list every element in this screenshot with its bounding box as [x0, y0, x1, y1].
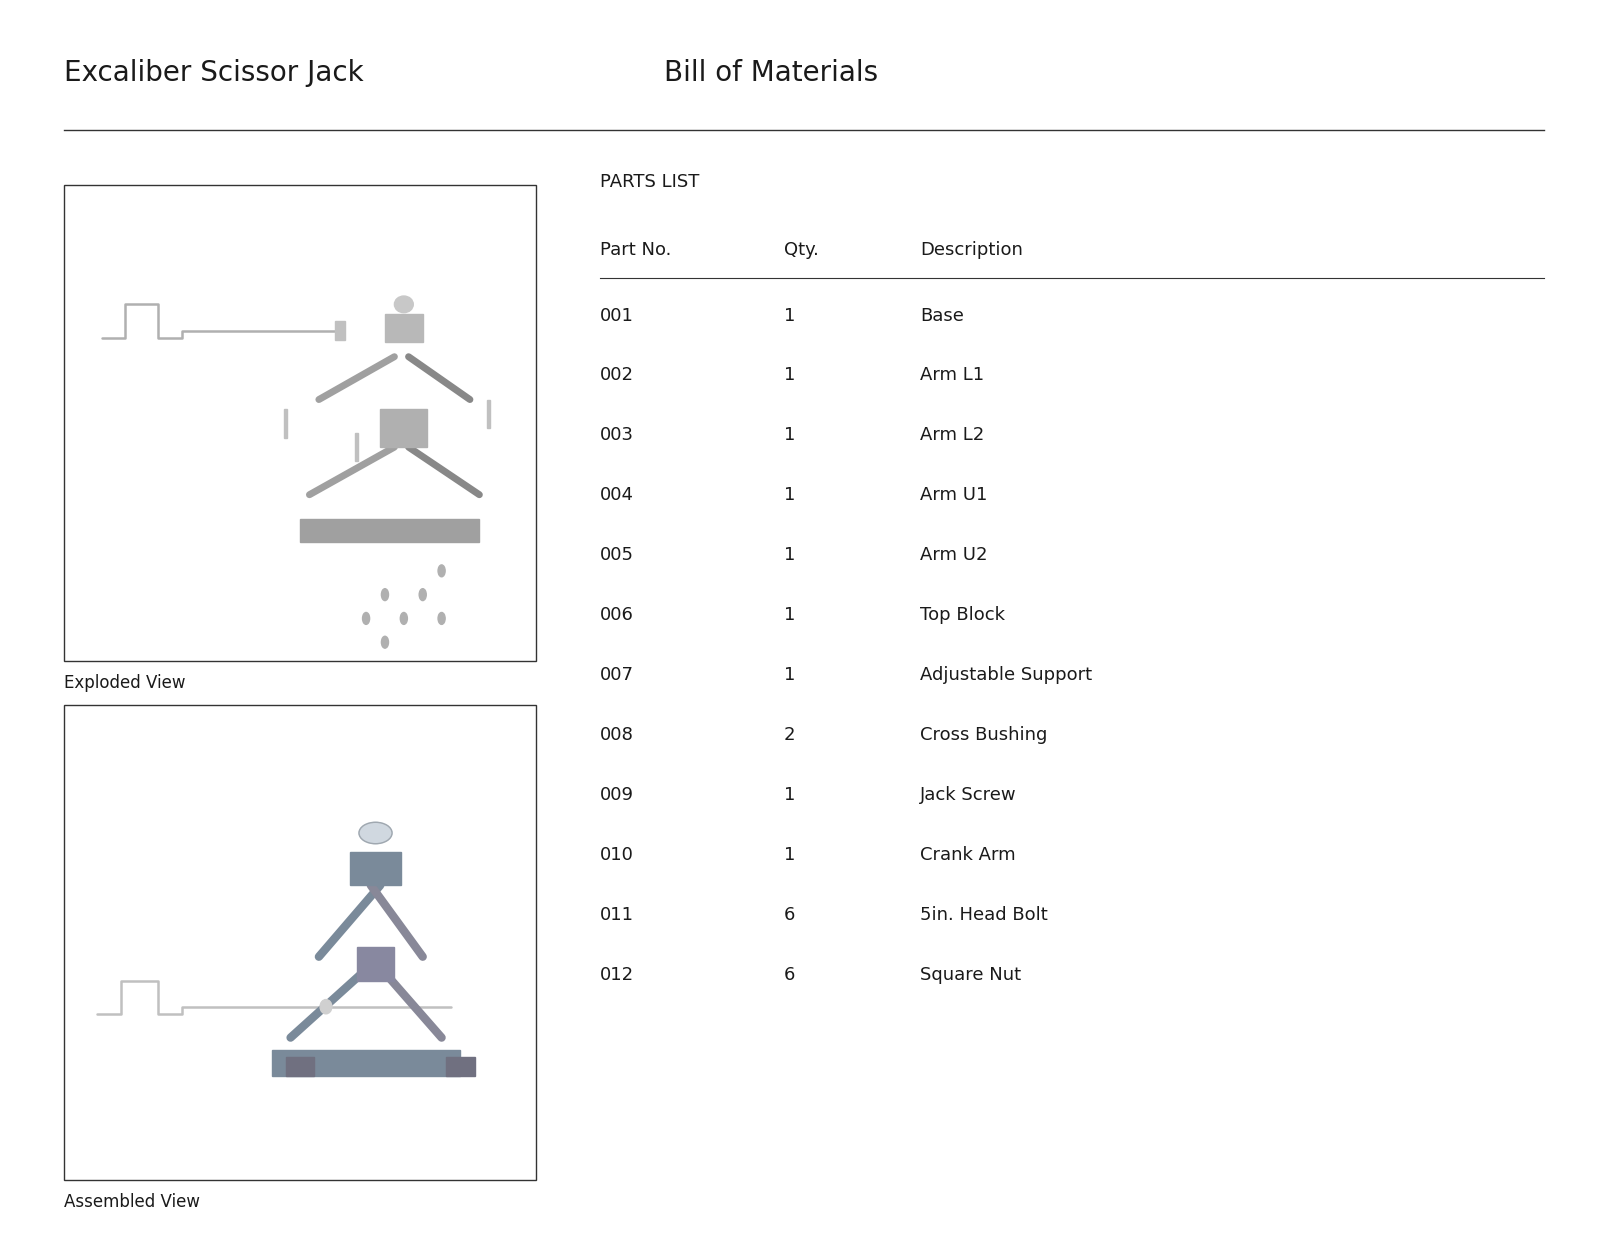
Ellipse shape	[419, 588, 426, 601]
Text: Square Nut: Square Nut	[920, 967, 1021, 984]
Bar	[299, 519, 480, 543]
Text: 1: 1	[784, 845, 795, 864]
Ellipse shape	[320, 1000, 331, 1014]
Text: 006: 006	[600, 606, 634, 624]
Bar	[349, 852, 402, 885]
Text: 005: 005	[600, 546, 634, 565]
Text: Exploded View: Exploded View	[64, 674, 186, 692]
Text: 1: 1	[784, 486, 795, 504]
Text: Bill of Materials: Bill of Materials	[664, 59, 878, 88]
Text: Arm L1: Arm L1	[920, 366, 984, 384]
Bar	[64, 185, 536, 661]
FancyArrow shape	[488, 399, 490, 428]
Bar	[381, 409, 427, 447]
Text: 007: 007	[600, 666, 634, 685]
Text: Assembled View: Assembled View	[64, 1193, 200, 1211]
FancyArrow shape	[285, 409, 288, 438]
Text: 012: 012	[600, 967, 634, 984]
Text: 1: 1	[784, 426, 795, 445]
Ellipse shape	[400, 613, 408, 624]
Text: 004: 004	[600, 486, 634, 504]
Ellipse shape	[438, 565, 445, 577]
Bar	[446, 1057, 475, 1075]
Text: Base: Base	[920, 307, 963, 325]
Text: 1: 1	[784, 666, 795, 685]
Text: Part No.: Part No.	[600, 241, 672, 260]
Text: Excaliber Scissor Jack: Excaliber Scissor Jack	[64, 59, 363, 88]
Text: Jack Screw: Jack Screw	[920, 786, 1016, 805]
Text: 1: 1	[784, 606, 795, 624]
Text: Cross Bushing: Cross Bushing	[920, 727, 1048, 744]
Bar	[272, 1049, 461, 1075]
Text: 1: 1	[784, 546, 795, 565]
Text: 008: 008	[600, 727, 634, 744]
Bar	[286, 1057, 314, 1075]
Text: 5in. Head Bolt: 5in. Head Bolt	[920, 906, 1048, 925]
Text: Crank Arm: Crank Arm	[920, 845, 1016, 864]
Bar	[336, 321, 346, 340]
Text: Description: Description	[920, 241, 1022, 260]
Text: 010: 010	[600, 845, 634, 864]
Text: 6: 6	[784, 906, 795, 925]
Text: 6: 6	[784, 967, 795, 984]
Text: 003: 003	[600, 426, 634, 445]
Text: 1: 1	[784, 366, 795, 384]
Ellipse shape	[381, 588, 389, 601]
Bar	[386, 314, 422, 342]
Text: Adjustable Support: Adjustable Support	[920, 666, 1093, 685]
Text: Arm U2: Arm U2	[920, 546, 987, 565]
Text: 011: 011	[600, 906, 634, 925]
Text: 002: 002	[600, 366, 634, 384]
Ellipse shape	[394, 297, 413, 313]
Text: 001: 001	[600, 307, 634, 325]
Text: Arm U1: Arm U1	[920, 486, 987, 504]
Bar	[64, 705, 536, 1180]
FancyArrow shape	[355, 433, 358, 461]
Text: Top Block: Top Block	[920, 606, 1005, 624]
Text: 009: 009	[600, 786, 634, 805]
Text: 2: 2	[784, 727, 795, 744]
Ellipse shape	[358, 822, 392, 844]
Text: 1: 1	[784, 786, 795, 805]
Ellipse shape	[363, 613, 370, 624]
Bar	[357, 947, 395, 980]
Ellipse shape	[438, 613, 445, 624]
Ellipse shape	[381, 637, 389, 648]
Text: 1: 1	[784, 307, 795, 325]
Text: Qty.: Qty.	[784, 241, 819, 260]
Text: Arm L2: Arm L2	[920, 426, 984, 445]
Text: PARTS LIST: PARTS LIST	[600, 173, 699, 192]
